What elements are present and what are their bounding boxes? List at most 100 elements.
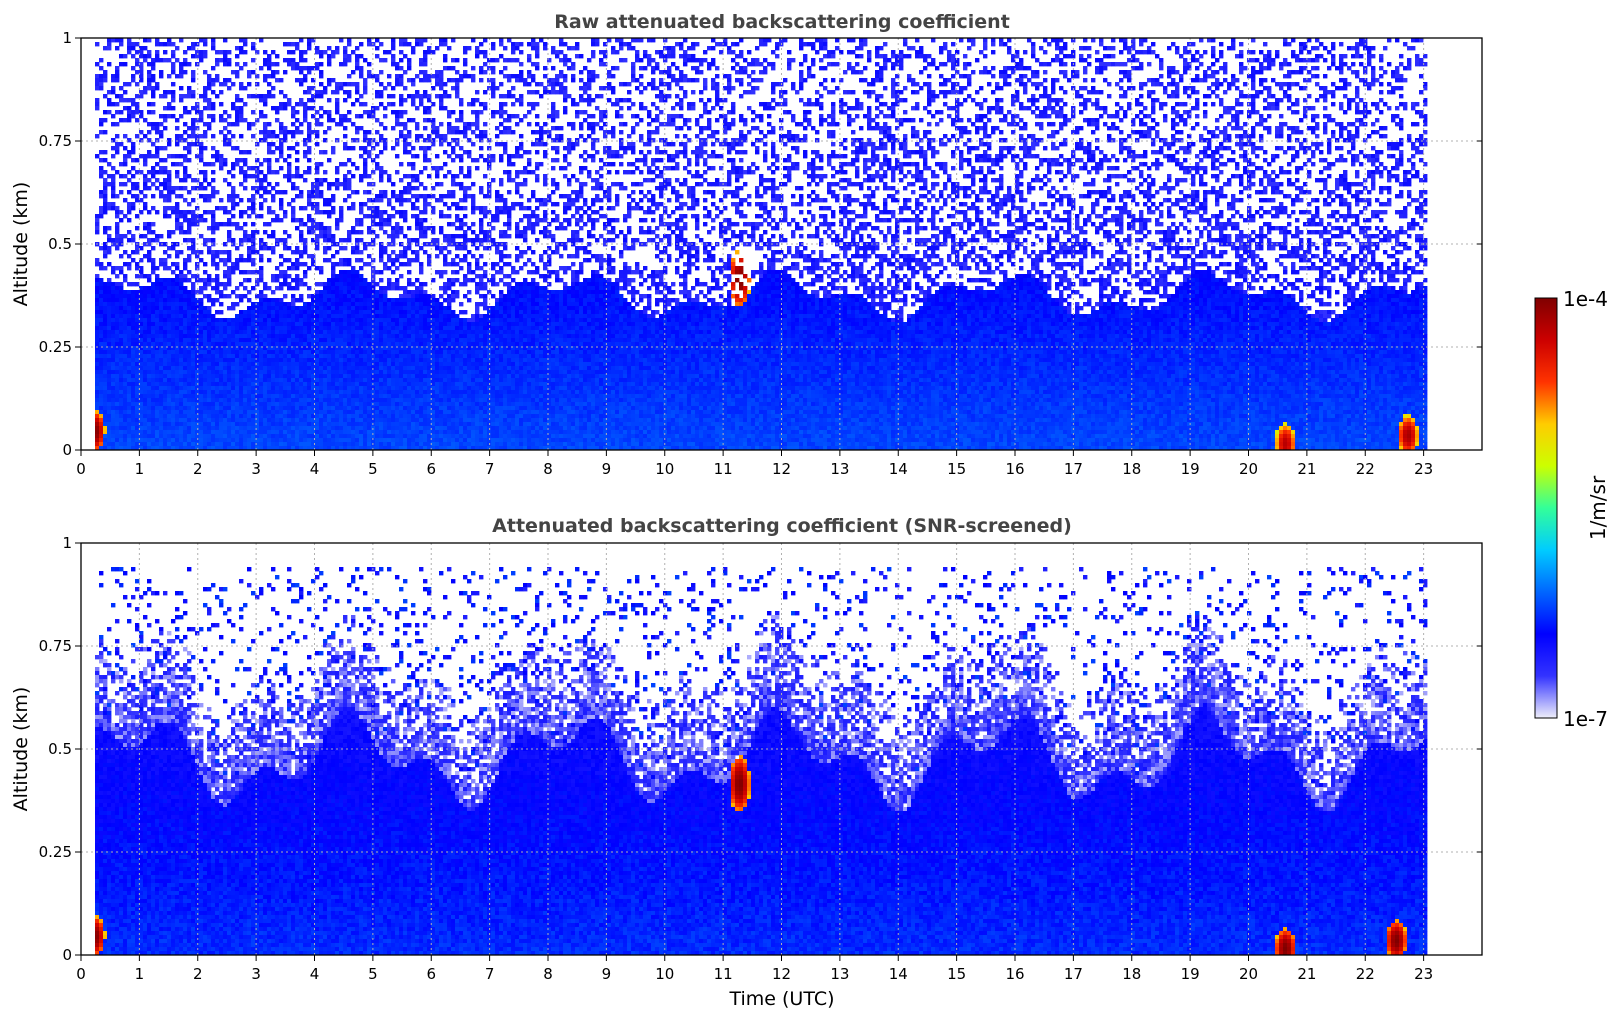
heatmap-cell	[775, 42, 779, 46]
heatmap-cell	[819, 42, 823, 46]
heatmap-cell	[463, 46, 467, 50]
heatmap-cell	[483, 50, 487, 54]
heatmap-cell	[507, 58, 511, 62]
heatmap-cell	[491, 42, 495, 46]
heatmap-cell	[991, 42, 995, 46]
heatmap-cell	[1351, 54, 1355, 58]
heatmap-cell	[491, 58, 495, 62]
heatmap-cell	[735, 54, 739, 58]
heatmap-cell	[1087, 46, 1091, 50]
heatmap-cell	[291, 58, 295, 62]
heatmap-cell	[1211, 54, 1215, 58]
heatmap-cell	[407, 58, 411, 62]
heatmap-cell	[251, 42, 255, 46]
heatmap-cell	[931, 62, 935, 66]
heatmap-cell	[615, 50, 619, 54]
heatmap-cell	[1315, 38, 1319, 42]
heatmap-cell	[299, 38, 303, 42]
heatmap-cell	[855, 46, 859, 50]
heatmap-cell	[155, 54, 159, 58]
heatmap-cell	[803, 42, 807, 46]
heatmap-cell	[847, 50, 851, 54]
heatmap-cell	[115, 38, 119, 42]
heatmap-cell	[367, 38, 371, 42]
heatmap-cell	[343, 46, 347, 50]
heatmap-cell	[439, 42, 443, 46]
heatmap-cell	[851, 50, 855, 54]
heatmap-cell	[535, 46, 539, 50]
heatmap-cell	[763, 38, 767, 42]
heatmap-cell	[347, 58, 351, 62]
heatmap-cell	[215, 62, 219, 66]
heatmap-cell	[287, 50, 291, 54]
heatmap-cell	[1211, 46, 1215, 50]
heatmap-cell	[535, 50, 539, 54]
heatmap-cell	[283, 58, 287, 62]
heatmap-cell	[1215, 58, 1219, 62]
heatmap-cell	[775, 54, 779, 58]
heatmap-cell	[359, 42, 363, 46]
heatmap-cell	[563, 42, 567, 46]
heatmap-cell	[847, 62, 851, 66]
heatmap-cell	[971, 42, 975, 46]
heatmap-cell	[239, 46, 243, 50]
heatmap-cell	[915, 54, 919, 58]
heatmap-cell	[635, 38, 639, 42]
heatmap-cell	[1263, 54, 1267, 58]
heatmap-cell	[1035, 58, 1039, 62]
heatmap-cell	[963, 54, 967, 58]
heatmap-cell	[635, 54, 639, 58]
heatmap-cell	[1127, 46, 1131, 50]
heatmap-cell	[1123, 42, 1127, 46]
heatmap-cell	[831, 54, 835, 58]
heatmap-cell	[527, 54, 531, 58]
heatmap-cell	[951, 58, 955, 62]
heatmap-cell	[1003, 42, 1007, 46]
heatmap-cell	[1283, 58, 1287, 62]
heatmap-cell	[1307, 38, 1311, 42]
heatmap-cell	[771, 50, 775, 54]
heatmap-cell	[155, 58, 159, 62]
heatmap-cell	[595, 38, 599, 42]
heatmap-cell	[955, 50, 959, 54]
heatmap-cell	[1287, 42, 1291, 46]
heatmap-cell	[883, 58, 887, 62]
heatmap-cell	[319, 50, 323, 54]
heatmap-cell	[159, 42, 163, 46]
heatmap-cell	[707, 62, 711, 66]
heatmap-cell	[235, 54, 239, 58]
heatmap-cell	[367, 42, 371, 46]
heatmap-cell	[903, 42, 907, 46]
heatmap-cell	[1407, 58, 1411, 62]
heatmap-cell	[711, 38, 715, 42]
heatmap-cell	[731, 50, 735, 54]
heatmap-cell	[1095, 58, 1099, 62]
heatmap-cell	[1383, 46, 1387, 50]
heatmap-cell	[491, 46, 495, 50]
heatmap-cell	[687, 46, 691, 50]
heatmap-cell	[915, 50, 919, 54]
heatmap-cell	[799, 38, 803, 42]
heatmap-cell	[535, 54, 539, 58]
heatmap-cell	[515, 58, 519, 62]
heatmap-cell	[595, 42, 599, 46]
heatmap-cell	[631, 38, 635, 42]
heatmap-cell	[403, 54, 407, 58]
heatmap-cell	[119, 62, 123, 66]
heatmap-cell	[947, 50, 951, 54]
heatmap-cell	[127, 46, 131, 50]
heatmap-cell	[703, 50, 707, 54]
heatmap-cell	[327, 46, 331, 50]
heatmap-cell	[999, 38, 1003, 42]
heatmap-cell	[119, 42, 123, 46]
heatmap-cell	[851, 38, 855, 42]
heatmap-cell	[1415, 58, 1419, 62]
heatmap-cell	[235, 46, 239, 50]
heatmap-cell	[1295, 58, 1299, 62]
heatmap-cell	[483, 62, 487, 66]
heatmap-cell	[707, 46, 711, 50]
heatmap-cell	[191, 54, 195, 58]
heatmap-cell	[315, 62, 319, 66]
heatmap-cell	[1367, 58, 1371, 62]
heatmap-cell	[171, 42, 175, 46]
